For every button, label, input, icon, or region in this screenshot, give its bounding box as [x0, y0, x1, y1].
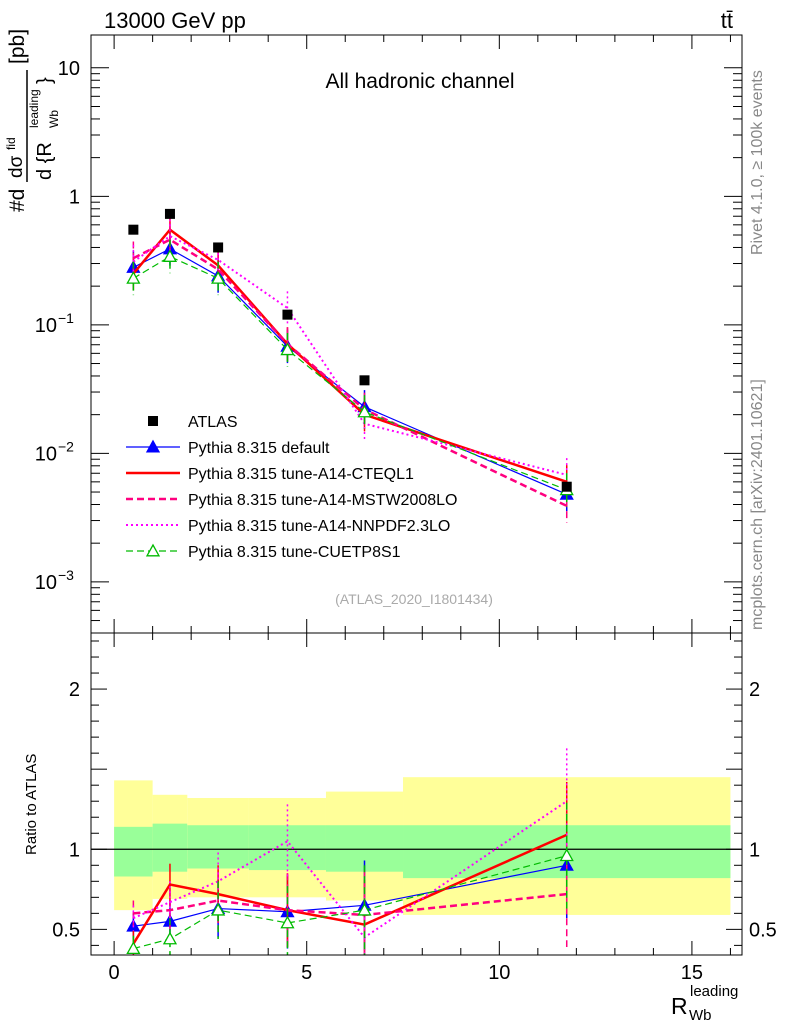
atlas-data-point	[128, 224, 139, 235]
atlas-data-point	[359, 375, 370, 386]
x-tick-label: 5	[301, 962, 312, 984]
atlas-data	[128, 208, 572, 492]
y-tick-label: 10	[35, 315, 57, 337]
y-axis-label-top: #d dσ fid d {R leading Wb } [pb]	[4, 29, 61, 212]
legend-label: Pythia 8.315 tune-A14-CTEQL1	[188, 466, 414, 483]
chart-title: All hadronic channel	[325, 70, 514, 93]
legend-entry: Pythia 8.315 tune-A14-CTEQL1	[126, 466, 414, 483]
legend: ATLAS Pythia 8.315 default Pythia 8.315 tu…	[126, 414, 457, 561]
y-tick-label: 10	[35, 443, 57, 465]
bottom-frame	[90, 632, 743, 956]
series-line	[132, 227, 568, 484]
y-tick-label-right: 0.5	[749, 919, 777, 941]
ylabel-fid: fid	[4, 137, 18, 150]
y-tick-label: 1	[69, 839, 80, 861]
ratio-line	[133, 892, 567, 917]
ratio-line	[132, 833, 568, 945]
x-tick-label: 0	[109, 962, 120, 984]
xlabel-sup: leading	[690, 983, 738, 1000]
uncertainty-band-green	[187, 825, 249, 869]
ratio-marker	[211, 902, 226, 916]
ratio-marker	[559, 848, 574, 862]
legend-entry: Pythia 8.315 default	[126, 439, 330, 457]
analysis-tag: (ATLAS_2020_I1801434)	[335, 591, 493, 607]
y-tick-label: 0.5	[52, 919, 80, 941]
x-axis-label: R leading Wb	[671, 983, 738, 1024]
series-marker	[162, 249, 178, 262]
ratio-line	[133, 864, 567, 927]
legend-label: Pythia 8.315 default	[188, 440, 330, 457]
ratio-marker	[280, 915, 295, 929]
ratio-marker	[357, 902, 372, 916]
atlas-data-point	[213, 242, 224, 253]
series-marker	[126, 271, 141, 284]
ylabel-numerator: dσ	[6, 155, 27, 178]
y-axis-label-bottom: Ratio to ATLAS	[23, 754, 40, 855]
series-marker	[211, 271, 226, 284]
legend-label: Pythia 8.315 tune-CUETP8S1	[188, 544, 401, 561]
uncertainty-band-green	[114, 826, 153, 877]
energy-label: 13000 GeV pp	[104, 8, 246, 33]
xlabel-sub: Wb	[689, 1007, 712, 1024]
ylabel-sub: Wb	[47, 110, 61, 128]
legend-label: Pythia 8.315 tune-A14-MSTW2008LO	[188, 492, 457, 509]
y-tick-label: 1	[69, 186, 80, 208]
legend-label: ATLAS	[188, 414, 238, 431]
process-label: tt̄	[721, 8, 733, 33]
atlas-data-point	[164, 208, 175, 219]
y-tick-label: 10	[35, 572, 57, 594]
ratio-line	[133, 855, 567, 950]
ylabel-sup: leading	[27, 89, 41, 128]
legend-label: Pythia 8.315 tune-A14-NNPDF2.3LO	[188, 518, 450, 535]
ratio-line	[132, 800, 568, 939]
bottom-panel: 2 2 1 1 0.5 0.5 0 5 10 15	[52, 632, 777, 984]
xlabel-main: R	[671, 993, 688, 1019]
ratio-marker	[126, 941, 141, 955]
y-tick-label: 2	[69, 679, 80, 701]
legend-entry: ATLAS	[148, 414, 238, 431]
series-5-ratio	[126, 802, 574, 955]
atlas-data-point	[561, 481, 572, 492]
ylabel-prefix: #d	[6, 189, 29, 212]
series-marker	[280, 342, 295, 356]
side-label-bottom: mcplots.cern.ch [arXiv:2401.10621]	[749, 379, 766, 630]
legend-marker	[145, 543, 161, 557]
ylabel-close: }	[34, 77, 56, 84]
y-tick-exponent: −2	[58, 438, 74, 454]
series-marker	[357, 404, 372, 418]
y-tick-exponent: −1	[58, 310, 74, 326]
series-line	[133, 248, 567, 495]
series-line	[133, 255, 567, 491]
side-label-top: Rivet 4.1.0, ≥ 100k events	[749, 70, 766, 255]
legend-entry: Pythia 8.315 tune-A14-MSTW2008LO	[126, 492, 457, 509]
ylabel-units: [pb]	[6, 29, 29, 64]
x-tick-label: 15	[681, 962, 703, 984]
x-tick-label: 10	[488, 962, 510, 984]
ratio-marker	[162, 931, 178, 945]
legend-entry: Pythia 8.315 tune-CUETP8S1	[126, 543, 401, 561]
legend-marker	[148, 416, 158, 426]
y-tick-label-right: 1	[749, 839, 760, 861]
y-tick-label: 10	[58, 58, 80, 80]
ylabel-denominator: d {R	[34, 142, 56, 180]
uncertainty-band-green	[248, 825, 326, 871]
y-tick-exponent: −3	[58, 567, 74, 583]
series-line	[132, 234, 567, 476]
legend-marker	[145, 439, 161, 453]
series-5-top	[126, 239, 574, 507]
series-line	[132, 238, 568, 508]
y-tick-label-right: 2	[749, 679, 760, 701]
legend-entry: Pythia 8.315 tune-A14-NNPDF2.3LO	[126, 518, 450, 535]
atlas-data-point	[282, 309, 293, 320]
